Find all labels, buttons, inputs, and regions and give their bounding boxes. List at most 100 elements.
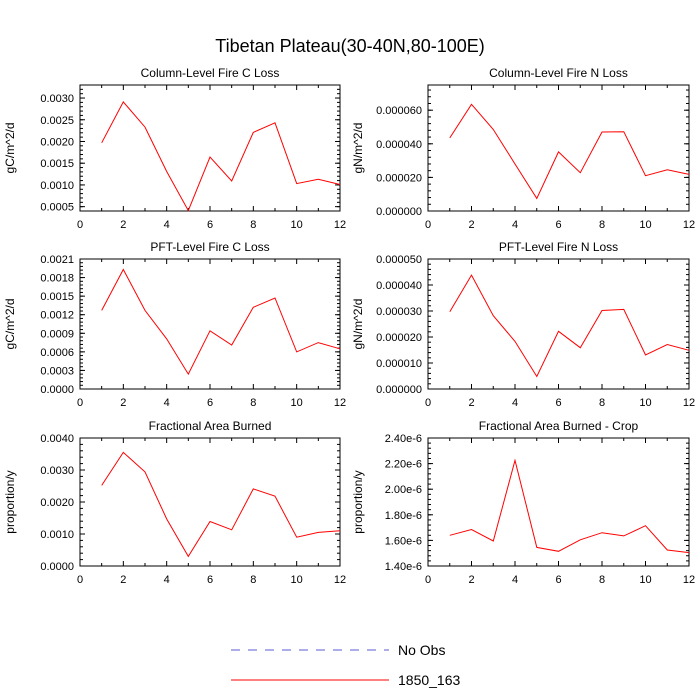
x-tick-label: 10 <box>291 574 303 586</box>
y-tick-label: 0.0015 <box>40 291 74 303</box>
y-tick-label: 0.0020 <box>40 497 74 509</box>
panel-title: Fractional Area Burned <box>149 419 272 433</box>
y-tick-label: 0.0006 <box>40 347 74 359</box>
x-tick-label: 8 <box>599 397 605 409</box>
x-tick-label: 4 <box>164 574 170 586</box>
panel-title: PFT-Level Fire N Loss <box>499 240 618 254</box>
x-tick-label: 2 <box>120 397 126 409</box>
x-tick-label: 0 <box>77 574 83 586</box>
x-tick-label: 12 <box>683 574 695 586</box>
y-axis-label: proportion/y <box>3 470 17 533</box>
x-tick-label: 6 <box>207 219 213 231</box>
panels: Column-Level Fire C Loss gC/m^2/d 0 2 4 6 8 10 1… <box>3 66 695 586</box>
x-tick-label: 0 <box>425 574 431 586</box>
y-tick-label: 0.0030 <box>40 465 74 477</box>
x-tick-label: 2 <box>120 574 126 586</box>
x-tick-label: 2 <box>468 397 474 409</box>
x-tick-label: 2 <box>120 219 126 231</box>
y-axis-label: proportion/y <box>351 470 365 533</box>
y-tick-label: 2.00e-6 <box>385 484 422 496</box>
x-tick-label: 6 <box>207 574 213 586</box>
plot-frame <box>427 84 690 212</box>
x-tick-label: 8 <box>599 219 605 231</box>
x-tick-label: 0 <box>425 219 431 231</box>
y-tick-label: 1.40e-6 <box>385 561 422 573</box>
panel-4: PFT-Level Fire N Loss gN/m^2/d 0 2 4 6 8 10 12 0.… <box>351 240 695 409</box>
x-tick-label: 4 <box>512 574 518 586</box>
x-tick-label: 8 <box>599 574 605 586</box>
x-tick-label: 6 <box>555 219 561 231</box>
y-axis-label: gC/m^2/d <box>3 299 17 350</box>
x-tick-label: 0 <box>77 219 83 231</box>
series-line-1850-163 <box>101 451 341 558</box>
y-tick-label: 0.000050 <box>376 254 422 266</box>
x-tick-label: 12 <box>334 574 346 586</box>
y-axis-label: gC/m^2/d <box>3 123 17 174</box>
y-tick-label: 0.0010 <box>40 529 74 541</box>
x-tick-label: 0 <box>77 397 83 409</box>
figure-title: Tibetan Plateau(30-40N,80-100E) <box>215 36 485 56</box>
x-tick-label: 10 <box>639 219 651 231</box>
x-tick-label: 4 <box>512 397 518 409</box>
x-tick-label: 4 <box>164 219 170 231</box>
plot-frame <box>79 84 341 212</box>
y-tick-label: 0.0012 <box>40 310 74 322</box>
x-tick-label: 0 <box>425 397 431 409</box>
legend-label-1850-163: 1850_163 <box>398 672 461 688</box>
series-line-1850-163 <box>101 268 341 376</box>
series-line-1850-163 <box>449 103 690 200</box>
x-tick-label: 4 <box>512 219 518 231</box>
x-tick-label: 4 <box>164 397 170 409</box>
panel-title: PFT-Level Fire C Loss <box>150 240 269 254</box>
y-tick-label: 0.000000 <box>376 384 422 396</box>
panel-5: Fractional Area Burned proportion/y 0 2 4 6 8 1… <box>3 419 346 586</box>
panel-title: Column-Level Fire C Loss <box>141 66 280 80</box>
legend-label-no-obs: No Obs <box>398 642 445 658</box>
y-tick-label: 0.0015 <box>40 158 74 170</box>
panel-title: Fractional Area Burned - Crop <box>479 419 639 433</box>
panel-1: Column-Level Fire C Loss gC/m^2/d 0 2 4 6 8 10 1… <box>3 66 346 231</box>
x-tick-label: 8 <box>250 574 256 586</box>
x-tick-label: 10 <box>639 397 651 409</box>
panel-3: PFT-Level Fire C Loss gC/m^2/d 0 2 4 6 8 10 12 0.… <box>3 240 346 409</box>
y-tick-label: 0.000020 <box>376 332 422 344</box>
panel-title: Column-Level Fire N Loss <box>489 66 628 80</box>
y-tick-label: 0.000040 <box>376 280 422 292</box>
panel-6: Fractional Area Burned - Crop proportion/… <box>351 419 695 586</box>
y-tick-label: 1.80e-6 <box>385 510 422 522</box>
plot-frame <box>79 437 341 567</box>
x-tick-label: 6 <box>555 397 561 409</box>
x-tick-label: 6 <box>207 397 213 409</box>
x-tick-label: 8 <box>250 219 256 231</box>
y-tick-label: 2.40e-6 <box>385 433 422 445</box>
y-tick-label: 0.000030 <box>376 306 422 318</box>
y-tick-label: 2.20e-6 <box>385 459 422 471</box>
y-tick-label: 0.0000 <box>40 384 74 396</box>
y-tick-label: 0.0040 <box>40 433 74 445</box>
y-tick-label: 0.0005 <box>40 202 74 214</box>
x-tick-label: 10 <box>291 219 303 231</box>
x-tick-label: 10 <box>291 397 303 409</box>
x-tick-label: 8 <box>250 397 256 409</box>
x-tick-label: 12 <box>683 397 695 409</box>
x-tick-label: 2 <box>468 219 474 231</box>
x-tick-label: 12 <box>683 219 695 231</box>
y-tick-label: 0.0025 <box>40 115 74 127</box>
x-tick-label: 12 <box>334 219 346 231</box>
y-axis-label: gN/m^2/d <box>351 299 365 350</box>
y-tick-label: 0.000010 <box>376 358 422 370</box>
y-tick-label: 1.60e-6 <box>385 535 422 547</box>
y-tick-label: 0.0010 <box>40 180 74 192</box>
series-line-1850-163 <box>449 458 690 554</box>
legend: No Obs 1850_163 <box>231 642 461 688</box>
y-axis-label: gN/m^2/d <box>351 123 365 174</box>
plot-frame <box>427 258 690 390</box>
x-tick-label: 2 <box>468 574 474 586</box>
x-tick-label: 6 <box>555 574 561 586</box>
plot-frame <box>427 437 690 567</box>
y-tick-label: 0.000000 <box>376 206 422 218</box>
y-tick-label: 0.0021 <box>40 254 74 266</box>
x-tick-label: 10 <box>639 574 651 586</box>
y-tick-label: 0.000060 <box>376 105 422 117</box>
